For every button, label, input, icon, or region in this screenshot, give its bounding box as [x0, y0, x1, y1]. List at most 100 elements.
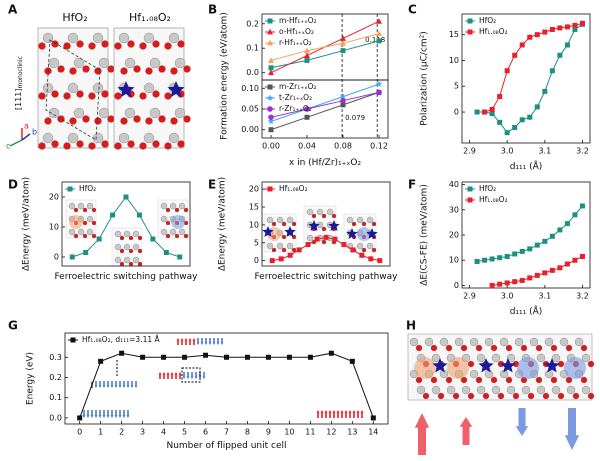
- atom: [559, 337, 569, 347]
- legend-label: HfO₂: [479, 184, 496, 193]
- marker: [572, 212, 578, 218]
- x-axis-label: Ferroelectric switching pathway: [254, 272, 398, 282]
- marker: [244, 354, 250, 360]
- atom: [497, 392, 505, 400]
- atom: [281, 247, 287, 253]
- atom: [469, 337, 479, 347]
- cell-arrow: [202, 372, 206, 379]
- star-atom: [346, 228, 358, 239]
- atom: [82, 115, 90, 123]
- highlight: [517, 357, 539, 379]
- cell-arrow: [118, 410, 122, 418]
- axis-letter: a: [24, 122, 29, 131]
- y-tick-label: 0.2: [49, 373, 62, 382]
- annotation: 0.079: [345, 114, 365, 122]
- x-axis-label: d₁₁₁ (Å): [509, 162, 543, 172]
- atom: [38, 92, 46, 100]
- atom: [88, 92, 96, 100]
- cell-arrow: [126, 410, 130, 418]
- x-axis-label: d₁₁₁ (Å): [509, 307, 543, 317]
- atom: [164, 92, 172, 100]
- y-axis-label: ΔE(CS-FE) (meV/atom): [420, 184, 430, 286]
- atom: [69, 67, 77, 75]
- marker: [268, 127, 274, 133]
- atom: [114, 142, 122, 150]
- atom: [565, 344, 573, 352]
- legend-marker: [70, 337, 76, 343]
- marker: [564, 42, 570, 48]
- y-tick-label: 0.1: [49, 393, 62, 402]
- atom: [321, 239, 327, 245]
- x-tick-label: 4: [161, 428, 166, 437]
- atom: [366, 216, 374, 224]
- atom: [51, 140, 59, 148]
- atom: [165, 233, 171, 239]
- cell-arrow: [82, 410, 86, 418]
- atom: [437, 392, 445, 400]
- atom: [431, 385, 441, 395]
- atom: [286, 216, 294, 224]
- marker: [482, 257, 488, 263]
- atom: [469, 369, 479, 379]
- atom: [149, 107, 161, 119]
- cell-arrow: [126, 381, 130, 388]
- atom: [101, 40, 109, 48]
- cell-arrow: [102, 410, 106, 418]
- marker: [519, 117, 525, 123]
- x-tick-label: 2.9: [463, 147, 476, 156]
- marker: [340, 48, 346, 54]
- marker: [161, 354, 167, 360]
- cell-arrow: [94, 381, 98, 388]
- star-atom: [432, 358, 448, 373]
- marker: [557, 227, 563, 233]
- marker: [267, 117, 275, 125]
- atom: [160, 228, 168, 236]
- cell-arrow: [94, 410, 98, 418]
- axis-arrow: [21, 133, 31, 141]
- atom: [164, 142, 172, 150]
- atom: [316, 208, 324, 216]
- x-tick-label: 0.00: [262, 142, 280, 151]
- atom: [76, 90, 84, 98]
- marker: [474, 259, 480, 264]
- highlight: [69, 215, 83, 229]
- atom: [68, 202, 76, 210]
- marker: [497, 255, 503, 261]
- atom: [92, 32, 104, 44]
- star-atom: [167, 81, 185, 98]
- cell-arrow: [102, 381, 106, 388]
- marker: [542, 270, 548, 276]
- marker: [519, 277, 525, 283]
- atom: [439, 337, 449, 347]
- marker: [304, 47, 310, 54]
- marker: [287, 252, 293, 258]
- atom: [63, 142, 71, 150]
- atom: [139, 92, 147, 100]
- cell-arrow: [118, 381, 122, 388]
- structure-title: Hf₁.₀₈O₂: [129, 11, 171, 24]
- atom: [356, 216, 364, 224]
- annotation: 0.118: [365, 36, 385, 44]
- atom: [57, 65, 65, 73]
- marker: [512, 279, 518, 285]
- cell-arrow: [360, 410, 364, 418]
- cell-arrow: [208, 338, 212, 345]
- panel-label: D: [8, 178, 18, 192]
- y-tick-label: 40: [449, 180, 459, 189]
- atom: [311, 213, 317, 219]
- atom: [177, 140, 185, 148]
- atom: [168, 32, 180, 44]
- atom: [48, 107, 60, 119]
- atom: [366, 242, 374, 250]
- atom: [57, 115, 65, 123]
- cell-arrow: [98, 381, 102, 388]
- atom: [160, 202, 168, 210]
- polarization-arrow: [515, 408, 529, 436]
- cell-arrow: [320, 410, 324, 418]
- atom: [143, 82, 155, 94]
- x-axis-label: x in (Hf/Zr)₁₊ₓO₂: [288, 158, 362, 168]
- cell-arrow: [216, 338, 220, 345]
- atom: [266, 216, 274, 224]
- marker: [370, 415, 376, 421]
- panel-label: F: [408, 178, 416, 192]
